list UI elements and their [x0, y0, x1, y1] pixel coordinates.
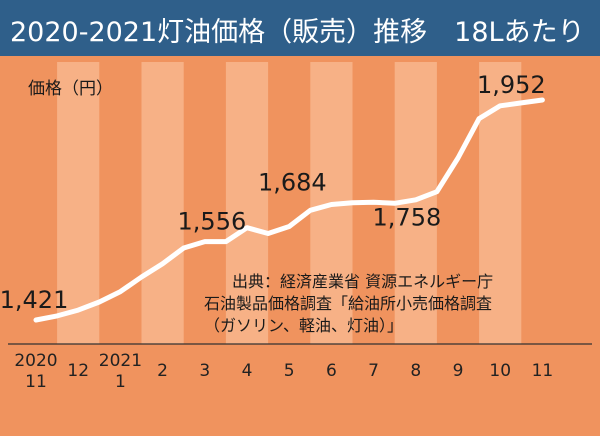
data-label-0: 1,421 — [0, 286, 68, 314]
x-tick-3: 2 — [157, 361, 168, 381]
data-label-3: 1,758 — [373, 204, 442, 232]
x-tick-7: 6 — [326, 361, 337, 381]
month-band-1 — [57, 62, 100, 344]
data-labels: 1,421 1,556 1,684 1,758 1,952 — [0, 71, 546, 314]
x-tick-0: 2020 11 — [14, 351, 57, 392]
month-band-3 — [141, 62, 184, 344]
x-tick-6: 5 — [284, 361, 295, 381]
x-tick-2: 2021 1 — [99, 351, 142, 392]
x-tick-10: 9 — [453, 361, 464, 381]
x-tick-1: 12 — [67, 361, 89, 381]
month-band-11 — [479, 62, 522, 344]
data-label-2: 1,684 — [258, 168, 327, 196]
source-line-1: 出典：経済産業省 資源エネルギー庁 — [232, 272, 493, 291]
x-tick-5: 4 — [242, 361, 253, 381]
x-tick-8: 7 — [368, 361, 379, 381]
x-tick-12: 11 — [532, 361, 554, 381]
x-tick-9: 8 — [410, 361, 421, 381]
source-line-3: （ガソリン、軽油、灯油）」 — [204, 316, 403, 335]
data-label-1: 1,556 — [178, 208, 247, 236]
month-band-5 — [225, 62, 269, 344]
chart-title: 2020-2021灯油価格（販売）推移 18Lあたり — [10, 17, 585, 48]
source-note: 出典：経済産業省 資源エネルギー庁 石油製品価格調査「給油所小売価格調査 （ガソ… — [204, 272, 493, 335]
price-line-0 — [33, 97, 545, 323]
price-lines — [33, 97, 545, 323]
title-bar: 2020-2021灯油価格（販売）推移 18Lあたり — [0, 0, 600, 56]
x-tick-11: 10 — [489, 361, 511, 381]
x-tick-labels: 2020 11 12 2021 1 2 3 4 5 6 7 8 9 10 11 — [14, 351, 553, 392]
source-line-2: 石油製品価格調査「給油所小売価格調査 — [204, 294, 492, 313]
y-axis-label: 価格（円） — [28, 79, 113, 99]
x-tick-4: 3 — [199, 361, 210, 381]
data-label-4: 1,952 — [477, 71, 546, 99]
